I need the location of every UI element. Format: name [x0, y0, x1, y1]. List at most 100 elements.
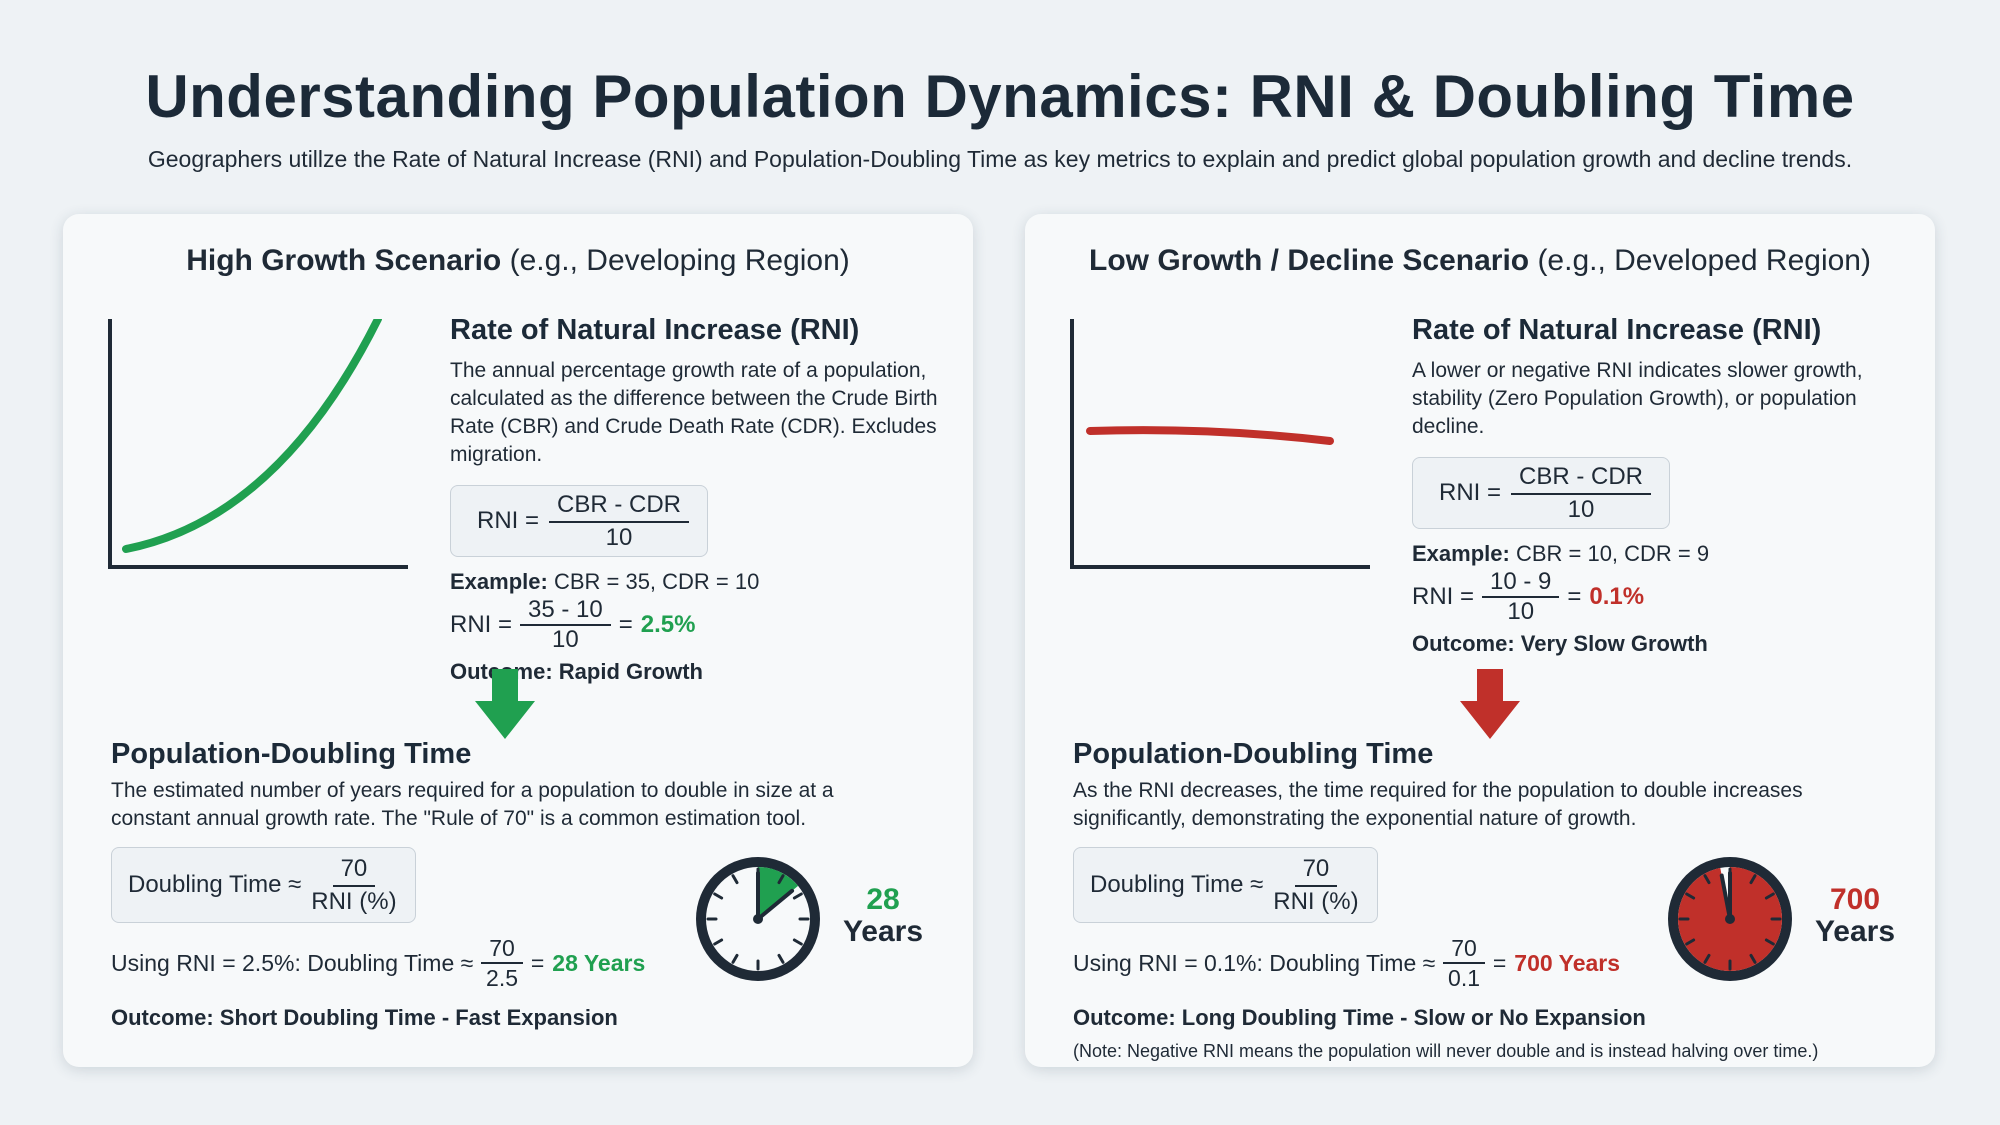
page-subtitle: Geographers utillze the Rate of Natural … — [147, 146, 1853, 172]
formula-lhs: RNI = — [477, 507, 540, 534]
dt-numerator: 70 — [1294, 854, 1338, 887]
rni-description: The annual percentage growth rate of a p… — [450, 359, 938, 466]
high-rni-section: Rate of Natural Increase (RNI) The annua… — [450, 314, 960, 685]
formula-denominator: 10 — [1567, 496, 1595, 523]
clock-tick — [777, 874, 785, 885]
formula-numerator: CBR - CDR — [1511, 462, 1652, 495]
clock-tick — [1749, 953, 1757, 964]
rni-calculation: RNI = 35 - 10 10 = 2.5% — [450, 597, 960, 653]
low-growth-panel: Low Growth / Decline Scenario (e.g., Dev… — [1025, 214, 1935, 1067]
down-arrow-icon — [475, 669, 535, 739]
rni-formula-box: RNI = CBR - CDR 10 — [1412, 457, 1671, 529]
flat-decline-line — [1086, 426, 1334, 445]
dt-numerator: 70 — [332, 854, 376, 887]
dt-calc-equals: = — [1492, 949, 1507, 976]
doubling-heading: Population-Doubling Time — [111, 738, 472, 770]
doubling-years-label: 700 Years — [1805, 884, 1905, 948]
formula-numerator: CBR - CDR — [549, 490, 690, 523]
calc-result: 2.5% — [640, 611, 696, 638]
rni-heading: Rate of Natural Increase (RNI) — [450, 314, 860, 346]
doubling-years-value: 28 — [866, 883, 900, 916]
calc-equals: = — [1567, 583, 1582, 610]
dt-lhs: Doubling Time ≈ — [128, 871, 302, 898]
clock-tick — [792, 938, 803, 946]
dt-calc-prefix: Using RNI = 0.1%: Doubling Time ≈ — [1073, 949, 1436, 976]
calc-denominator: 10 — [552, 626, 579, 653]
calc-equals: = — [618, 611, 633, 638]
clock-icon — [1668, 857, 1792, 981]
calc-fraction: 35 - 10 10 — [520, 597, 611, 653]
clock-tick — [731, 953, 739, 964]
clock-fill-wedge — [758, 867, 799, 919]
low-doubling-section: Population-Doubling Time As the RNI decr… — [1073, 738, 1913, 1062]
calc-lhs: RNI = — [1412, 583, 1475, 610]
clock-tick — [1685, 938, 1696, 946]
dt-calc-equals: = — [530, 949, 545, 976]
example-values: CBR = 10, CDR = 9 — [1509, 541, 1710, 566]
doubling-years-label: 28 Years — [833, 884, 933, 948]
doubling-years-value: 700 — [1829, 883, 1881, 916]
calc-numerator: 10 - 9 — [1482, 569, 1560, 598]
dt-calc-denominator: 2.5 — [486, 965, 519, 991]
panel-title-rest: (e.g., Developing Region) — [501, 244, 850, 277]
clock-tick — [777, 953, 785, 964]
rni-heading: Rate of Natural Increase (RNI) — [1412, 314, 1822, 346]
doubling-description: The estimated number of years required f… — [111, 779, 834, 830]
clock-tick — [1685, 892, 1696, 900]
clock-tick — [1764, 938, 1775, 946]
calc-result: 0.1% — [1589, 583, 1645, 610]
high-doubling-section: Population-Doubling Time The estimated n… — [111, 738, 951, 1031]
example-line: Example: CBR = 10, CDR = 9 — [1412, 541, 1922, 567]
dt-calc-denominator: 0.1 — [1448, 965, 1481, 991]
dt-calc-result: 28 Years — [552, 949, 646, 976]
clock-tick — [1764, 892, 1775, 900]
example-label: Example: — [1412, 541, 1510, 566]
rni-calculation: RNI = 10 - 9 10 = 0.1% — [1412, 569, 1922, 625]
doubling-calculation: Using RNI = 0.1%: Doubling Time ≈ 70 0.1… — [1073, 935, 1913, 991]
doubling-formula-box: Doubling Time ≈ 70 RNI (%) — [111, 847, 416, 923]
low-rni-section: Rate of Natural Increase (RNI) A lower o… — [1412, 314, 1922, 657]
low-growth-line-chart — [1070, 319, 1370, 569]
panel-title-bold: High Growth Scenario — [186, 244, 502, 277]
calc-denominator: 10 — [1507, 598, 1535, 625]
doubling-outcome: Outcome: Short Doubling Time - Fast Expa… — [111, 1005, 618, 1030]
clock-center — [753, 914, 763, 924]
dt-fraction: 70 RNI (%) — [1273, 854, 1358, 916]
high-growth-panel-title: High Growth Scenario (e.g., Developing R… — [63, 244, 973, 278]
exponential-growth-curve — [122, 319, 382, 553]
down-arrow-icon — [1460, 669, 1520, 739]
doubling-calculation: Using RNI = 2.5%: Doubling Time ≈ 70 2.5… — [111, 935, 951, 991]
clock-tick — [1703, 874, 1711, 885]
dt-calc-numerator: 70 — [1443, 935, 1485, 964]
clock-tick — [1703, 953, 1711, 964]
calc-fraction: 10 - 9 10 — [1482, 569, 1560, 625]
dt-lhs: Doubling Time ≈ — [1090, 871, 1264, 898]
clock-tick — [713, 892, 724, 900]
calc-lhs: RNI = — [450, 611, 513, 638]
dt-calc-numerator: 70 — [481, 935, 523, 964]
dt-fraction: 70 RNI (%) — [311, 854, 396, 916]
doubling-formula-box: Doubling Time ≈ 70 RNI (%) — [1073, 847, 1378, 923]
clock-hand — [756, 888, 795, 921]
panel-title-bold: Low Growth / Decline Scenario — [1089, 244, 1530, 277]
clock-tick — [731, 874, 739, 885]
high-growth-panel: High Growth Scenario (e.g., Developing R… — [63, 214, 973, 1067]
example-line: Example: CBR = 35, CDR = 10 — [450, 569, 960, 595]
dt-calc-prefix: Using RNI = 2.5%: Doubling Time ≈ — [111, 949, 474, 976]
calc-numerator: 35 - 10 — [520, 597, 611, 626]
formula-lhs: RNI = — [1439, 479, 1502, 506]
doubling-description: As the RNI decreases, the time required … — [1073, 779, 1803, 830]
rni-outcome: Outcome: Very Slow Growth — [1412, 631, 1708, 656]
rni-description: A lower or negative RNI indicates slower… — [1412, 359, 1863, 438]
example-label: Example: — [450, 569, 548, 594]
dt-calc-fraction: 70 0.1 — [1443, 935, 1485, 991]
dt-denominator: RNI (%) — [311, 888, 397, 915]
page-title: Understanding Population Dynamics: RNI &… — [145, 63, 1855, 130]
rni-formula-box: RNI = CBR - CDR 10 — [450, 485, 709, 557]
doubling-outcome: Outcome: Long Doubling Time - Slow or No… — [1073, 1005, 1646, 1030]
clock-hand — [1719, 873, 1732, 921]
formula-denominator: 10 — [605, 524, 633, 551]
doubling-years-unit: Years — [842, 915, 924, 948]
low-growth-panel-title: Low Growth / Decline Scenario (e.g., Dev… — [1025, 244, 1935, 278]
clock-tick — [713, 938, 724, 946]
